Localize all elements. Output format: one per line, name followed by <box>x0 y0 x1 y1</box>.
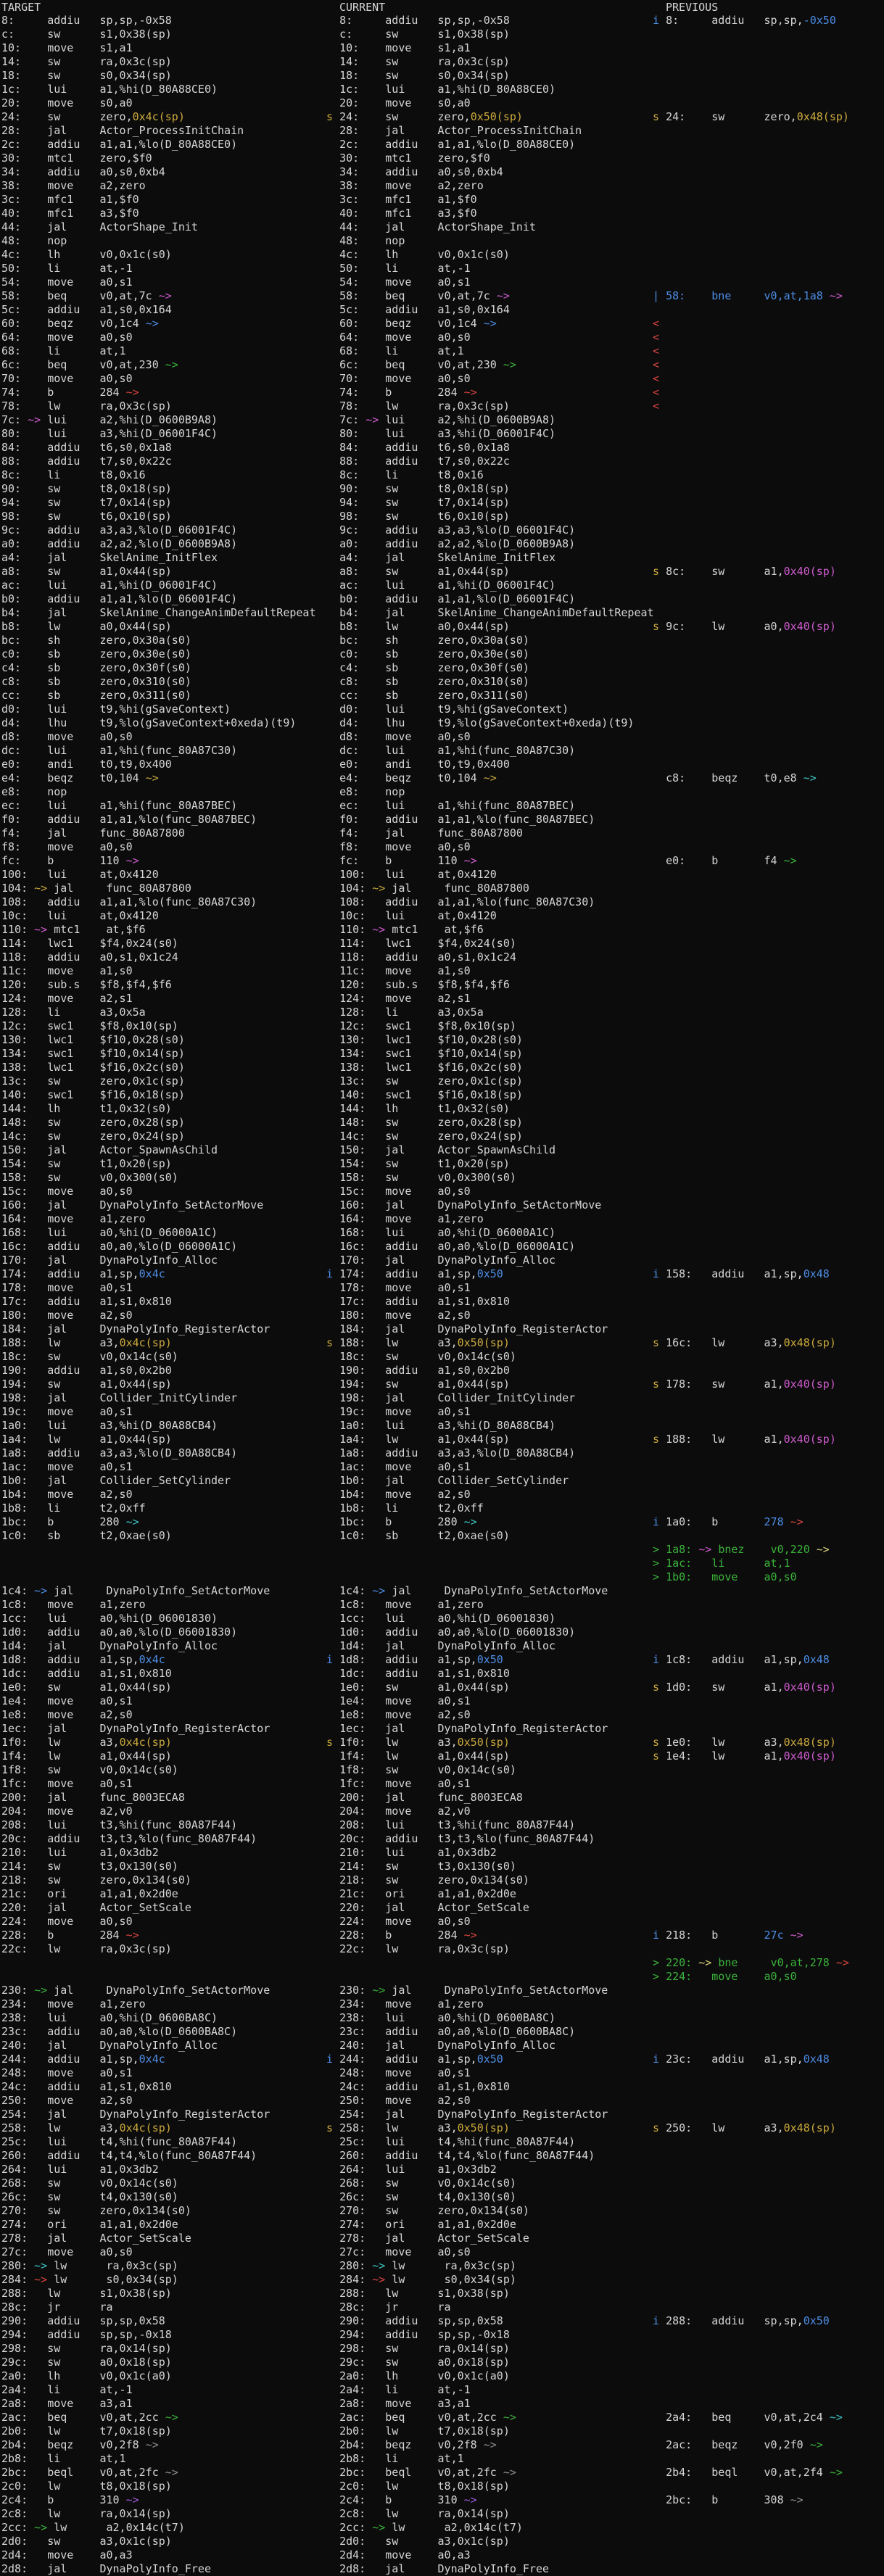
pane-title-current: CURRENT <box>339 1 386 14</box>
pane-title-previous: PREVIOUS <box>666 1 719 14</box>
current-pane-code: 8: addiu sp,sp,-0x58 c: sw s1,0x38(sp) 1… <box>326 14 654 2575</box>
pane-title-target: TARGET <box>1 1 41 14</box>
previous-pane-code: i 8: addiu sp,sp,-0x50 s 24: sw zero,0x4… <box>653 14 849 2506</box>
target-pane-code: 8: addiu sp,sp,-0x58 c: sw s1,0x38(sp) 1… <box>1 14 316 2575</box>
